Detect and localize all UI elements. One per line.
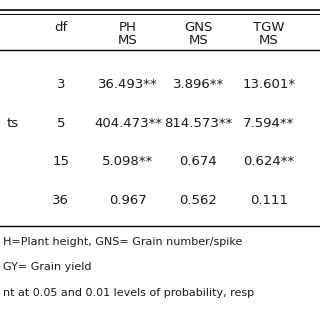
Text: 3: 3 [57, 78, 65, 91]
Text: 0.967: 0.967 [109, 194, 147, 206]
Text: 0.111: 0.111 [250, 194, 288, 206]
Text: 5: 5 [57, 117, 65, 130]
Text: MS: MS [118, 34, 138, 46]
Text: 13.601*: 13.601* [242, 78, 295, 91]
Text: H=Plant height, GNS= Grain number/spike: H=Plant height, GNS= Grain number/spike [3, 236, 243, 247]
Text: ts: ts [7, 117, 19, 130]
Text: 0.674: 0.674 [180, 155, 217, 168]
Text: 36: 36 [52, 194, 69, 206]
Text: 36.493**: 36.493** [98, 78, 158, 91]
Text: 3.896**: 3.896** [173, 78, 224, 91]
Text: 15: 15 [52, 155, 69, 168]
Text: 7.594**: 7.594** [243, 117, 294, 130]
Text: 0.624**: 0.624** [243, 155, 294, 168]
Text: 0.562: 0.562 [180, 194, 217, 206]
Text: GY= Grain yield: GY= Grain yield [3, 262, 92, 272]
Text: TGW: TGW [253, 21, 284, 34]
Text: nt at 0.05 and 0.01 levels of probability, resp: nt at 0.05 and 0.01 levels of probabilit… [3, 288, 254, 298]
Text: MS: MS [259, 34, 279, 46]
Text: df: df [54, 21, 68, 34]
Text: PH: PH [119, 21, 137, 34]
Text: GNS: GNS [184, 21, 212, 34]
Text: 5.098**: 5.098** [102, 155, 154, 168]
Text: 814.573**: 814.573** [164, 117, 233, 130]
Text: 404.473**: 404.473** [94, 117, 162, 130]
Text: MS: MS [188, 34, 208, 46]
